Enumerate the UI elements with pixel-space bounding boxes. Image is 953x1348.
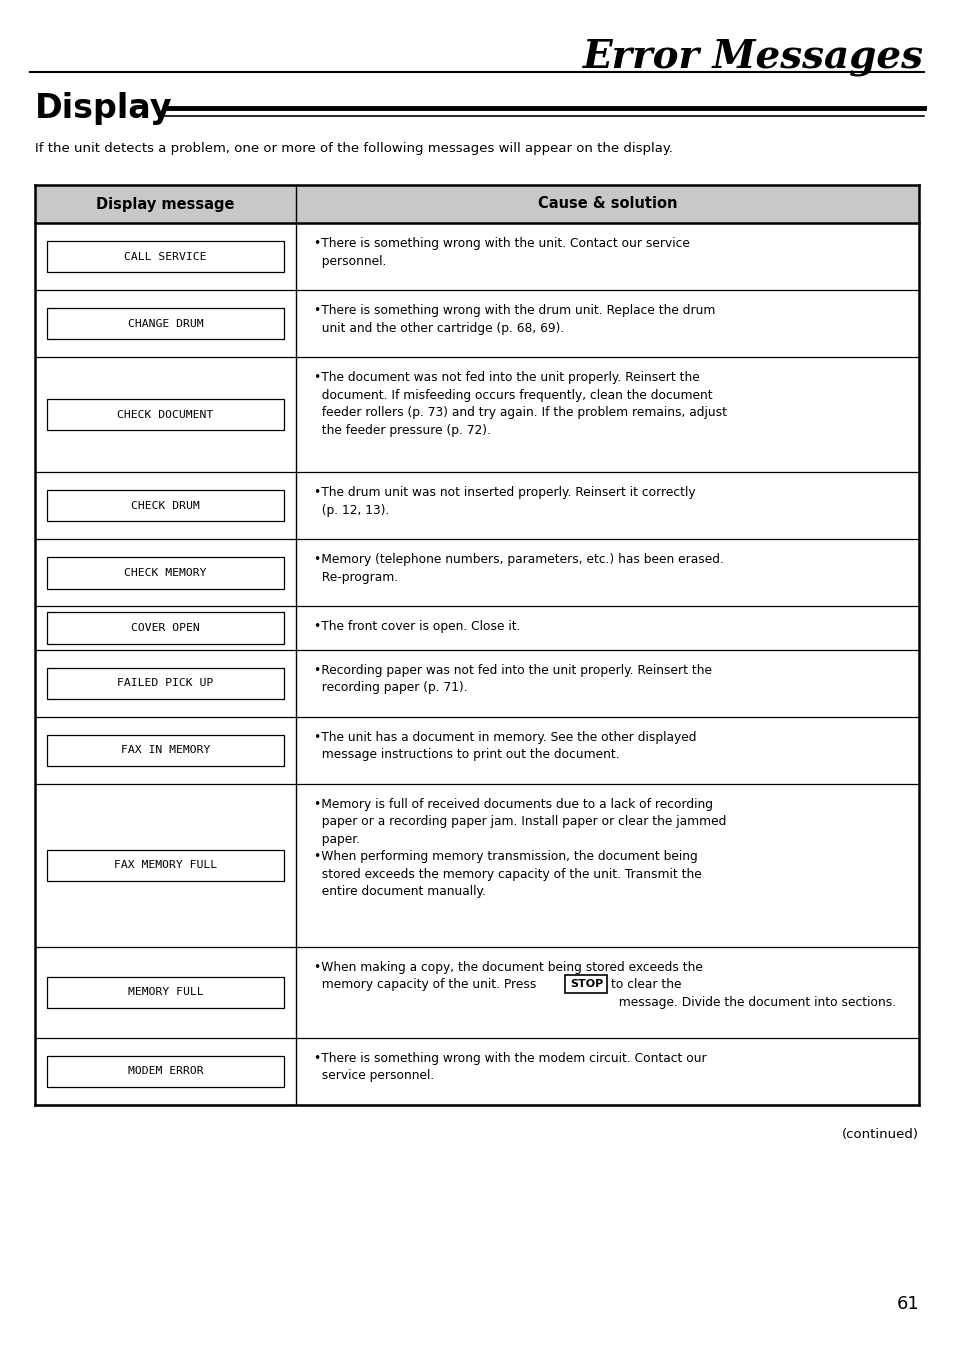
Text: •There is something wrong with the modem circuit. Contact our
  service personne: •There is something wrong with the modem… bbox=[314, 1051, 705, 1082]
Text: •Memory (telephone numbers, parameters, etc.) has been erased.
  Re-program.: •Memory (telephone numbers, parameters, … bbox=[314, 554, 723, 584]
Text: Display: Display bbox=[35, 92, 172, 125]
Text: FAX MEMORY FULL: FAX MEMORY FULL bbox=[113, 860, 216, 871]
Text: CHECK DRUM: CHECK DRUM bbox=[131, 501, 199, 511]
Text: •When making a copy, the document being stored exceeds the
  memory capacity of : •When making a copy, the document being … bbox=[314, 961, 702, 991]
Bar bbox=[47, 612, 283, 643]
Text: If the unit detects a problem, one or more of the following messages will appear: If the unit detects a problem, one or mo… bbox=[35, 142, 672, 155]
Text: •The front cover is open. Close it.: •The front cover is open. Close it. bbox=[314, 620, 519, 634]
Bar bbox=[47, 241, 283, 272]
Bar bbox=[47, 849, 283, 880]
Text: FAILED PICK UP: FAILED PICK UP bbox=[117, 678, 213, 689]
Bar bbox=[47, 557, 283, 589]
Text: (continued): (continued) bbox=[841, 1128, 918, 1140]
Bar bbox=[47, 309, 283, 340]
Text: Display message: Display message bbox=[96, 197, 234, 212]
Text: •The drum unit was not inserted properly. Reinsert it correctly
  (p. 12, 13).: •The drum unit was not inserted properly… bbox=[314, 487, 695, 516]
Text: •There is something wrong with the unit. Contact our service
  personnel.: •There is something wrong with the unit.… bbox=[314, 237, 689, 267]
Bar bbox=[565, 976, 607, 993]
Text: FAX IN MEMORY: FAX IN MEMORY bbox=[121, 745, 210, 755]
Text: 61: 61 bbox=[895, 1295, 918, 1313]
Bar bbox=[47, 977, 283, 1008]
Text: •There is something wrong with the drum unit. Replace the drum
  unit and the ot: •There is something wrong with the drum … bbox=[314, 305, 715, 334]
Text: MEMORY FULL: MEMORY FULL bbox=[128, 987, 203, 998]
Bar bbox=[47, 399, 283, 430]
Text: Cause & solution: Cause & solution bbox=[537, 197, 677, 212]
Bar bbox=[35, 185, 918, 222]
Text: CALL SERVICE: CALL SERVICE bbox=[124, 252, 207, 262]
Text: to clear the
  message. Divide the document into sections.: to clear the message. Divide the documen… bbox=[611, 979, 896, 1008]
Bar bbox=[47, 667, 283, 698]
Text: •Recording paper was not fed into the unit properly. Reinsert the
  recording pa: •Recording paper was not fed into the un… bbox=[314, 663, 711, 694]
Text: Error Messages: Error Messages bbox=[582, 38, 923, 75]
Text: CHECK MEMORY: CHECK MEMORY bbox=[124, 568, 207, 578]
Bar bbox=[47, 491, 283, 522]
Bar bbox=[47, 735, 283, 766]
Text: MODEM ERROR: MODEM ERROR bbox=[128, 1066, 203, 1077]
Text: CHECK DOCUMENT: CHECK DOCUMENT bbox=[117, 410, 213, 419]
Text: •The document was not fed into the unit properly. Reinsert the
  document. If mi: •The document was not fed into the unit … bbox=[314, 371, 726, 437]
Text: CHANGE DRUM: CHANGE DRUM bbox=[128, 318, 203, 329]
Text: •The unit has a document in memory. See the other displayed
  message instructio: •The unit has a document in memory. See … bbox=[314, 731, 696, 762]
Text: •Memory is full of received documents due to a lack of recording
  paper or a re: •Memory is full of received documents du… bbox=[314, 798, 725, 898]
Bar bbox=[47, 1055, 283, 1086]
Text: COVER OPEN: COVER OPEN bbox=[131, 623, 199, 634]
Text: STOP: STOP bbox=[569, 979, 602, 989]
